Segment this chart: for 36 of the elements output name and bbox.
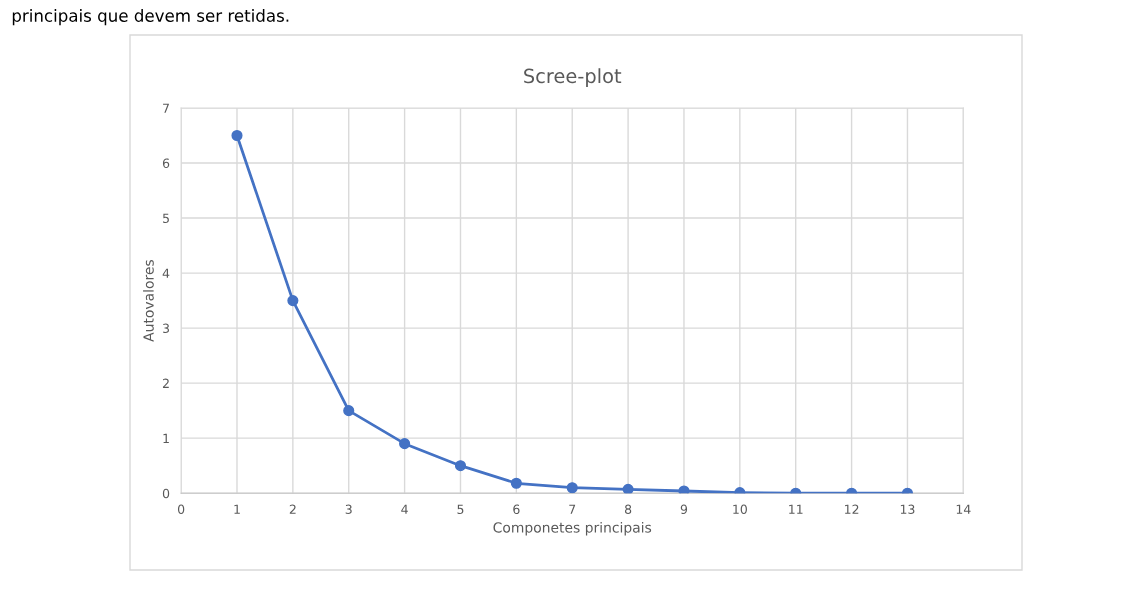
point xyxy=(399,438,411,450)
x-tick-label: 7 xyxy=(569,504,576,514)
x-tick-label: 14 xyxy=(956,504,971,514)
x-tick-label: 10 xyxy=(733,504,747,514)
y-axis-title: Autovalores xyxy=(143,260,154,342)
y-tick-label: 7 xyxy=(163,103,169,113)
x-tick-label: 0 xyxy=(177,504,185,514)
y-tick-label: 0 xyxy=(162,488,170,499)
point xyxy=(231,129,243,142)
y-tick-label: 6 xyxy=(162,158,170,168)
x-tick-label: 5 xyxy=(457,504,464,514)
point xyxy=(566,482,578,494)
x-tick-label: 4 xyxy=(401,504,408,514)
x-tick-label: 9 xyxy=(680,504,688,514)
point xyxy=(343,405,355,417)
chart-title: Scree-plot xyxy=(524,68,622,88)
point xyxy=(454,460,467,472)
x-tick-label: 2 xyxy=(289,504,296,514)
x-tick-label: 3 xyxy=(345,504,352,514)
point xyxy=(510,477,522,489)
x-tick-label: 1 xyxy=(234,504,240,514)
point xyxy=(678,485,690,494)
y-tick-label: 5 xyxy=(163,213,169,223)
point xyxy=(622,483,634,494)
point xyxy=(287,295,299,307)
text: principais que devem ser retidas. xyxy=(12,9,289,26)
y-tick-label: 4 xyxy=(162,268,170,278)
y-tick-label: 2 xyxy=(162,378,169,388)
y-tick-label: 3 xyxy=(163,323,170,334)
x-tick-label: 13 xyxy=(900,504,915,514)
y-tick-label: 1 xyxy=(163,433,169,443)
x-tick-label: 11 xyxy=(789,504,803,514)
x-tick-label: 8 xyxy=(624,504,632,514)
x-tick-label: 6 xyxy=(513,504,520,514)
x-tick-label: 12 xyxy=(845,504,859,514)
x-axis-title: Componetes principais xyxy=(493,521,652,536)
